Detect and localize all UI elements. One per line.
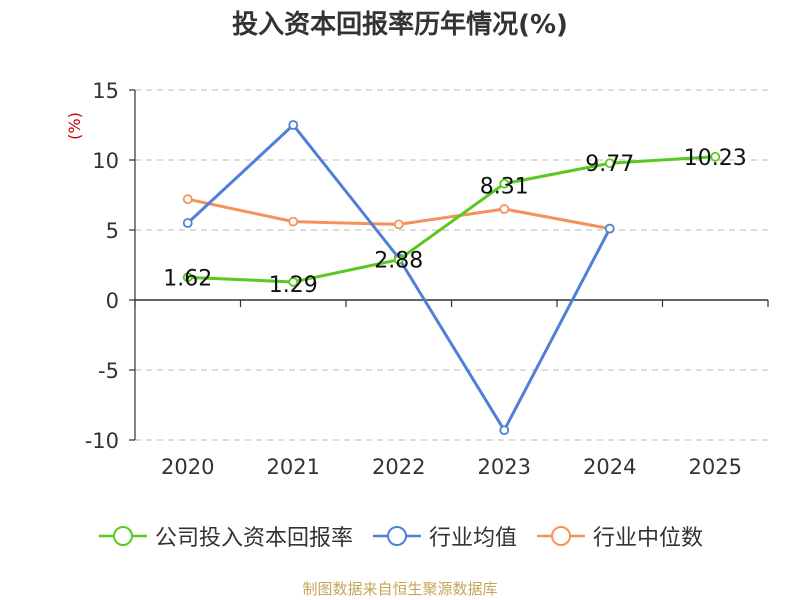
data-point	[182, 218, 193, 228]
legend-label: 行业均值	[428, 526, 517, 551]
data-point	[182, 272, 193, 283]
x-tick-label: 2022	[372, 455, 425, 479]
data-label: 2.88	[374, 249, 423, 274]
data-point	[499, 178, 510, 189]
data-point	[710, 151, 721, 162]
source-note: 制图数据来自恒生聚源数据库	[302, 580, 498, 598]
x-tick-label: 2025	[689, 455, 742, 479]
x-tick-label: 2023	[478, 455, 531, 479]
y-tick-label: 15	[92, 79, 119, 103]
x-tick-label: 2024	[583, 455, 636, 479]
x-tick-label: 2021	[267, 455, 320, 479]
y-tick-label: 0	[106, 289, 119, 313]
legend-item[interactable]: 公司投入资本回报率	[97, 520, 353, 552]
legend-swatch-icon	[537, 526, 585, 546]
y-tick-label: -5	[98, 359, 119, 383]
series-line	[186, 123, 612, 432]
y-axis-label: (%)	[65, 112, 84, 140]
data-point	[499, 425, 510, 436]
legend-label: 行业中位数	[593, 526, 704, 551]
data-point	[288, 277, 299, 287]
y-tick-label: 10	[92, 149, 119, 173]
data-point	[182, 194, 193, 205]
y-tick-label: -10	[85, 429, 119, 453]
chart-title: 投入资本回报率历年情况(%)	[232, 10, 568, 40]
data-point	[499, 204, 510, 214]
data-point	[393, 219, 404, 230]
data-point	[288, 216, 299, 227]
data-label: 9.77	[585, 152, 634, 177]
legend-swatch-icon	[372, 526, 421, 546]
data-label: 1.62	[163, 266, 212, 291]
legend-item[interactable]: 行业均值	[371, 520, 517, 552]
legend: 公司投入资本回报率 行业均值 行业中位数	[0, 520, 800, 552]
data-point	[604, 158, 615, 169]
y-tick-label: 5	[106, 219, 119, 243]
data-label: 10.23	[684, 146, 747, 171]
data-label: 8.31	[480, 175, 529, 200]
data-point	[393, 254, 404, 265]
data-label: 1.29	[269, 273, 318, 298]
data-point	[288, 120, 299, 130]
x-tick-label: 2020	[161, 455, 214, 479]
legend-swatch-icon	[98, 526, 147, 546]
series-line	[187, 155, 716, 284]
legend-item[interactable]: 行业中位数	[535, 520, 703, 552]
data-point	[604, 223, 615, 234]
legend-label: 公司投入资本回报率	[154, 526, 353, 551]
